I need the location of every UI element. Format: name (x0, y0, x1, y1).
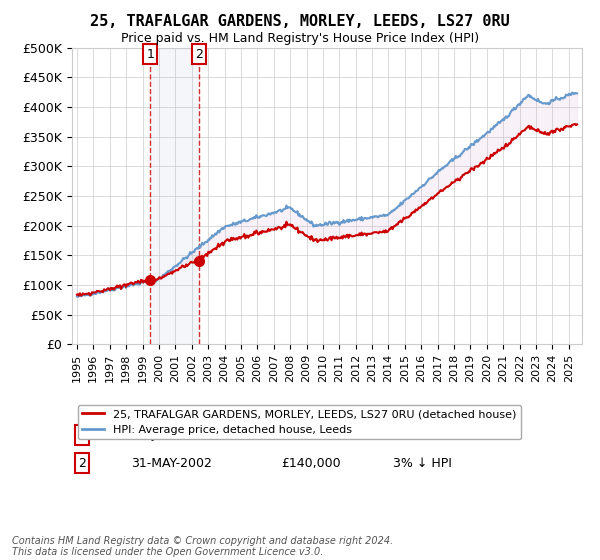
Text: Contains HM Land Registry data © Crown copyright and database right 2024.
This d: Contains HM Land Registry data © Crown c… (12, 535, 393, 557)
Text: 25, TRAFALGAR GARDENS, MORLEY, LEEDS, LS27 0RU: 25, TRAFALGAR GARDENS, MORLEY, LEEDS, LS… (90, 14, 510, 29)
Text: 2: 2 (78, 456, 86, 470)
Bar (151, 48, 199, 344)
Text: 25-JUN-1999: 25-JUN-1999 (131, 428, 210, 441)
Text: 1: 1 (78, 428, 86, 441)
Text: 6% ↑ HPI: 6% ↑ HPI (394, 428, 452, 441)
Legend: 25, TRAFALGAR GARDENS, MORLEY, LEEDS, LS27 0RU (detached house), HPI: Average pr: 25, TRAFALGAR GARDENS, MORLEY, LEEDS, LS… (77, 405, 521, 439)
Text: 3% ↓ HPI: 3% ↓ HPI (394, 456, 452, 470)
Text: £108,500: £108,500 (281, 428, 341, 441)
Text: 31-MAY-2002: 31-MAY-2002 (131, 456, 212, 470)
Text: Price paid vs. HM Land Registry's House Price Index (HPI): Price paid vs. HM Land Registry's House … (121, 32, 479, 45)
Text: 2: 2 (194, 48, 203, 60)
Text: £140,000: £140,000 (281, 456, 341, 470)
Text: 1: 1 (146, 48, 154, 60)
